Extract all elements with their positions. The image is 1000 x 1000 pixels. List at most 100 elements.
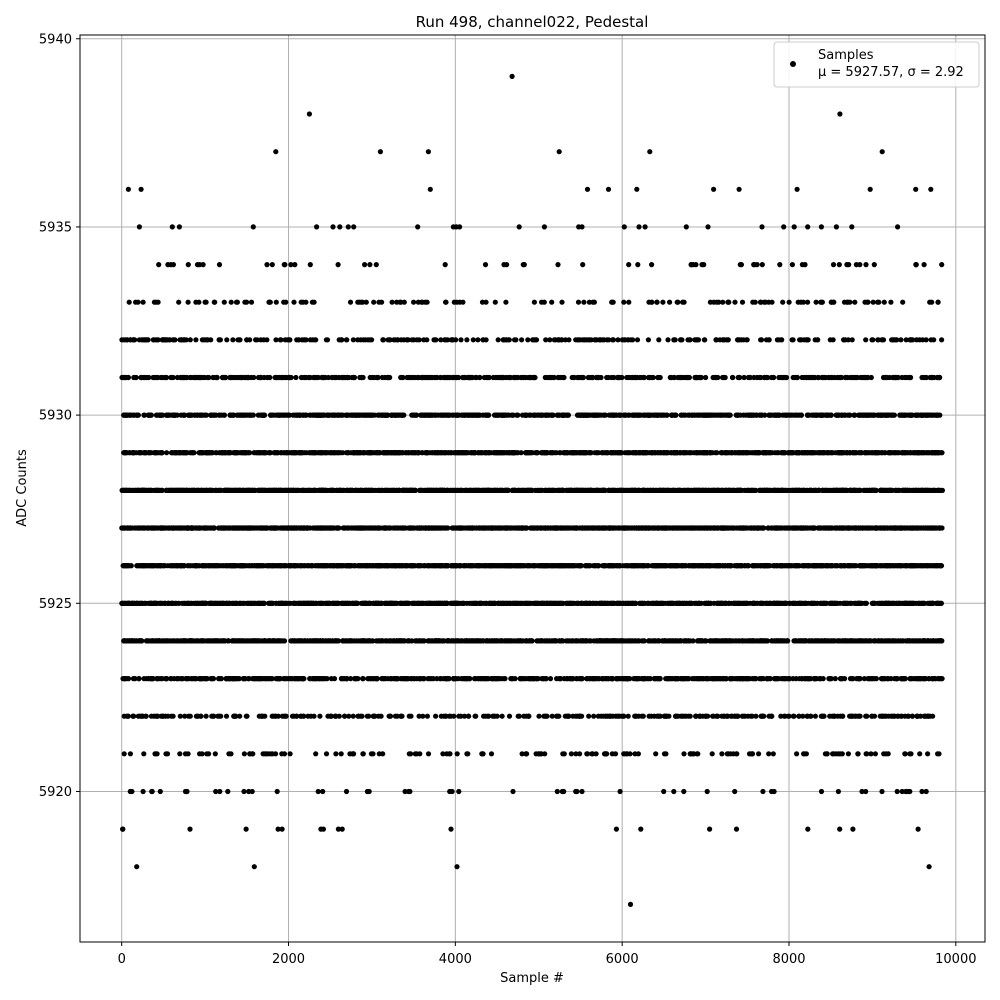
data-point [589,676,595,682]
data-point [852,563,858,569]
data-point [898,563,904,569]
data-point [686,600,693,606]
data-point [289,676,295,682]
data-point [760,563,766,569]
data-point [806,638,812,644]
data-point [303,563,309,569]
data-point [468,600,474,606]
data-point [710,713,717,719]
data-point [662,713,668,719]
data-point [534,638,541,644]
data-point [930,676,936,682]
data-point [827,713,833,719]
data-point [559,563,565,569]
data-point [385,676,391,682]
data-point [127,788,133,795]
data-point [132,676,138,682]
data-point [464,751,470,757]
data-point [483,600,490,606]
data-point [617,788,623,795]
data-point [925,751,931,757]
data-point [667,563,674,569]
data-point [868,676,874,682]
data-point [939,638,945,644]
data-point [451,563,457,569]
data-point [704,788,710,795]
data-point [235,676,242,682]
data-point [595,713,602,719]
data-point [320,676,326,682]
data-point [491,600,497,606]
data-point [888,713,894,719]
data-point [232,676,238,682]
data-point [902,751,908,757]
data-point [751,563,757,569]
data-point [515,638,521,644]
data-point [338,751,344,757]
data-point [195,713,201,719]
data-point [451,713,457,719]
data-point [502,676,508,682]
data-point [579,788,585,795]
data-point [368,676,374,682]
data-point [256,713,262,719]
data-point [404,600,411,606]
data-point [122,563,128,569]
data-point [837,826,843,832]
data-point [526,600,532,606]
data-point [438,713,444,719]
data-point [208,638,215,644]
data-point [923,788,929,795]
data-point [744,676,750,682]
data-point [130,600,136,606]
data-point [157,788,163,795]
data-point [217,600,223,606]
data-point [289,713,296,719]
data-point [763,600,769,606]
data-point [707,600,713,606]
data-point [526,676,532,682]
data-point [745,713,751,719]
data-point [873,676,880,682]
data-point [334,563,340,569]
data-point [760,788,766,795]
data-point [779,563,785,569]
data-point [756,751,762,757]
data-point [827,676,833,682]
data-point [392,676,398,682]
data-point [685,638,691,644]
data-point [818,788,825,795]
data-point [841,638,847,644]
data-point [329,638,335,644]
data-point [845,563,851,569]
data-point [905,600,911,606]
data-point [594,600,600,606]
data-point [625,713,631,719]
data-point [707,826,713,832]
data-point [817,563,824,569]
data-point [346,713,352,719]
data-point [402,676,408,682]
data-point [800,713,806,719]
data-point [141,751,147,757]
data-point [511,638,517,644]
data-point [845,600,851,606]
data-point [405,638,411,644]
data-point [374,676,380,682]
data-point [279,563,285,569]
data-point [255,676,261,682]
data-point [573,788,579,795]
data-point [293,638,299,644]
data-point [524,563,530,569]
data-point [211,713,217,719]
data-point [679,600,685,606]
data-point [621,713,627,719]
data-point [797,638,804,644]
data-point [317,676,323,682]
data-point [753,713,759,719]
data-point [454,751,460,757]
data-point [879,788,885,795]
data-point [406,788,412,795]
data-point [868,751,874,757]
data-point [641,638,647,644]
